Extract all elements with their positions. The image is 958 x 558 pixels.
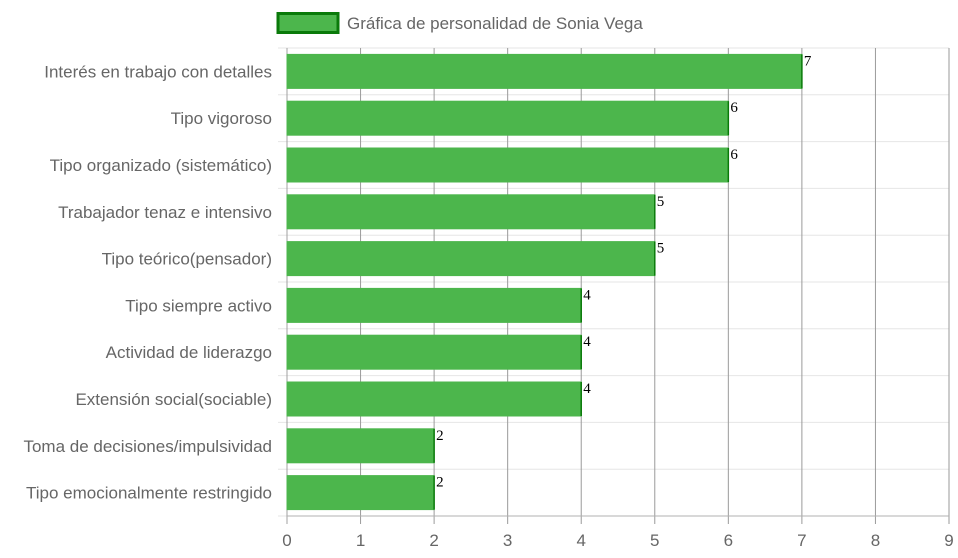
x-tick-label: 0 — [282, 531, 291, 550]
category-labels: Interés en trabajo con detalles Tipo vigo… — [23, 62, 272, 502]
x-tick-label: 2 — [429, 531, 438, 550]
category-label: Actividad de liderazgo — [106, 343, 272, 362]
data-value-label: 6 — [730, 100, 738, 116]
legend[interactable]: Gráfica de personalidad de Sonia Vega — [276, 12, 643, 34]
category-label: Interés en trabajo con detalles — [44, 62, 272, 81]
category-label: Trabajador tenaz e intensivo — [58, 203, 272, 222]
x-tick-label: 6 — [724, 531, 733, 550]
category-label: Tipo teórico(pensador) — [102, 250, 272, 269]
x-axis-ticks: 0 1 2 3 4 5 6 7 8 9 — [282, 531, 953, 550]
category-label: Tipo vigoroso — [171, 109, 272, 128]
x-tick-label: 5 — [650, 531, 659, 550]
data-value-label: 5 — [657, 194, 665, 210]
x-tick-label: 1 — [356, 531, 365, 550]
x-tick-label: 9 — [944, 531, 953, 550]
bar[interactable] — [286, 381, 582, 417]
x-tick-label: 4 — [576, 531, 585, 550]
legend-swatch[interactable] — [276, 12, 340, 34]
bars — [286, 53, 803, 511]
data-value-label: 6 — [730, 147, 738, 163]
data-value-label: 7 — [804, 53, 812, 69]
data-value-label: 4 — [583, 334, 591, 350]
bar[interactable] — [286, 100, 729, 136]
category-label: Tipo organizado (sistemático) — [50, 156, 272, 175]
x-tick-label: 3 — [503, 531, 512, 550]
data-value-label: 2 — [436, 428, 444, 444]
bar[interactable] — [286, 53, 803, 89]
bar[interactable] — [286, 428, 435, 464]
category-label: Tipo siempre activo — [125, 296, 272, 315]
category-label: Extensión social(sociable) — [75, 390, 272, 409]
x-tick-label: 7 — [797, 531, 806, 550]
data-value-label: 4 — [583, 287, 591, 303]
bar[interactable] — [286, 287, 582, 323]
bar[interactable] — [286, 194, 656, 230]
value-labels: 7 6 6 5 5 4 4 4 2 2 — [436, 53, 812, 490]
category-label: Toma de decisiones/impulsividad — [23, 437, 272, 456]
data-value-label: 5 — [657, 241, 665, 257]
bar[interactable] — [286, 147, 729, 183]
bar[interactable] — [286, 475, 435, 511]
legend-series-label: Gráfica de personalidad de Sonia Vega — [347, 14, 643, 33]
x-tick-label: 8 — [871, 531, 880, 550]
data-value-label: 4 — [583, 381, 591, 397]
bar[interactable] — [286, 334, 582, 370]
data-value-label: 2 — [436, 475, 444, 491]
category-label: Tipo emocionalmente restringido — [26, 484, 272, 503]
bar[interactable] — [286, 241, 656, 277]
